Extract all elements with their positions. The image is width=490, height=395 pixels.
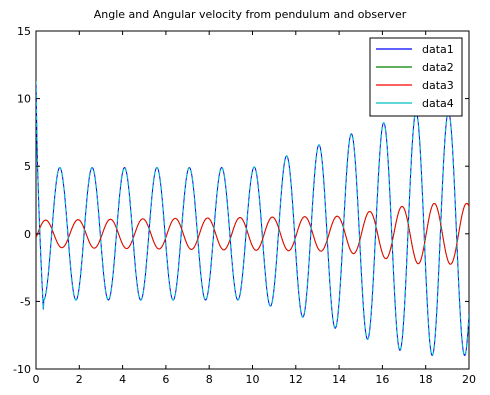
x-tick-label: 20 (462, 373, 476, 386)
series-line-data3 (36, 202, 469, 265)
x-tick-label: 12 (289, 373, 303, 386)
y-tick-label: -10 (13, 363, 31, 376)
y-tick-label: 15 (17, 25, 31, 38)
y-tick-label: 10 (17, 93, 31, 106)
y-tick-label: -5 (20, 295, 31, 308)
x-tick-label: 10 (246, 373, 260, 386)
x-tick-label: 16 (375, 373, 389, 386)
series-layer (36, 81, 469, 357)
series-line-data1 (36, 81, 469, 357)
axes-layer: 0 2 4 6 8 10 12 14 16 18 20 -10 -5 0 5 10 15 (13, 25, 476, 386)
legend-label: data3 (422, 79, 454, 92)
x-tick-label: 0 (33, 373, 40, 386)
legend-label: data4 (422, 97, 454, 110)
legend: data1 data2 data3 data4 (369, 37, 463, 117)
x-tick-label: 2 (76, 373, 83, 386)
x-tick-label: 4 (119, 373, 126, 386)
legend-label: data2 (422, 61, 454, 74)
x-tick-label: 6 (162, 373, 169, 386)
y-tick-label: 0 (24, 228, 31, 241)
x-tick-label: 8 (206, 373, 213, 386)
legend-label: data1 (422, 43, 454, 56)
y-tick-label: 5 (24, 160, 31, 173)
x-tick-label: 14 (332, 373, 346, 386)
x-tick-label: 18 (419, 373, 433, 386)
chart-title: Angle and Angular velocity from pendulum… (94, 8, 407, 21)
